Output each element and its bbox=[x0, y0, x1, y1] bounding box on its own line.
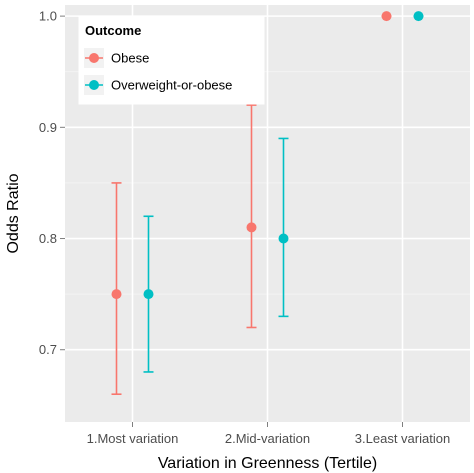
data-point bbox=[246, 222, 257, 233]
x-tick-label: 2.Mid-variation bbox=[225, 431, 310, 446]
series-layer bbox=[111, 11, 424, 396]
data-point bbox=[381, 11, 392, 22]
y-tick-label: 0.8 bbox=[39, 231, 57, 246]
axes: 0.7 0.8 0.9 1.0 1.Most variation 2.Mid-variat… bbox=[39, 9, 450, 446]
legend-label: Obese bbox=[111, 51, 149, 66]
legend-key-point bbox=[89, 80, 99, 90]
x-tick-label: 1.Most variation bbox=[87, 431, 179, 446]
y-axis-title: Odds Ratio bbox=[5, 173, 22, 253]
x-tick-label: 3.Least variation bbox=[355, 431, 450, 446]
data-point bbox=[143, 289, 154, 300]
legend-key bbox=[84, 48, 104, 68]
legend-key-point bbox=[89, 53, 99, 63]
legend-label: Overweight-or-obese bbox=[111, 78, 232, 93]
x-axis-title: Variation in Greenness (Tertile) bbox=[158, 455, 377, 472]
y-tick-label: 0.9 bbox=[39, 120, 57, 135]
data-point bbox=[413, 11, 424, 22]
legend-box bbox=[78, 16, 265, 105]
series-1 bbox=[111, 11, 392, 396]
data-point bbox=[111, 289, 122, 300]
data-point bbox=[278, 233, 289, 244]
legend-items: Obese Overweight-or-obese bbox=[84, 48, 232, 95]
series-2 bbox=[143, 11, 424, 373]
y-tick-label: 1.0 bbox=[39, 9, 57, 24]
legend-title: Outcome bbox=[85, 23, 141, 38]
legend-key bbox=[84, 75, 104, 95]
y-tick-label: 0.7 bbox=[39, 342, 57, 357]
legend: Outcome Obese Overweight-or-obese bbox=[78, 16, 265, 105]
